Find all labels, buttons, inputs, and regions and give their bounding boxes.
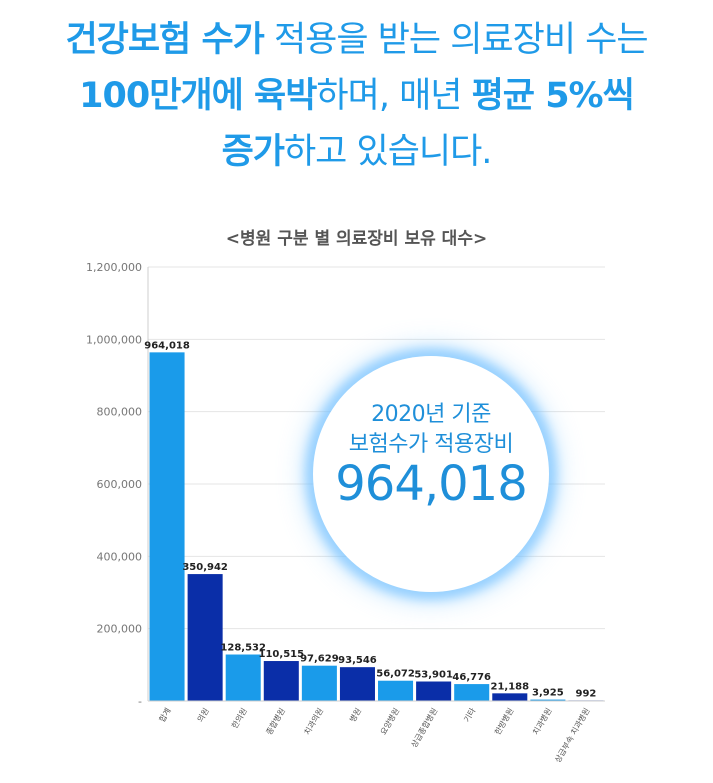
category-label: 의원 [195, 706, 211, 724]
summary-badge: 2020년 기준 보험수가 적용장비 964,018 [313, 356, 549, 592]
category-label: 한의원 [229, 706, 249, 730]
headline-emphasis: 평균 5%씩 [471, 76, 635, 116]
bar-value-label: 3,925 [532, 688, 564, 699]
badge-caption-year: 2020년 기준 [371, 402, 491, 427]
headline-line-1: 건강보험 수가 적용을 받는 의료장비 수는 [0, 12, 713, 68]
headline-emphasis: 100만개에 육박 [79, 76, 317, 116]
bar [492, 693, 528, 701]
bar-value-label: 21,188 [490, 681, 529, 692]
bar [530, 699, 566, 701]
headline-text: 하며, 매년 [316, 76, 472, 116]
bar [149, 352, 185, 701]
bar [339, 667, 375, 701]
category-label: 치과병원 [531, 707, 554, 737]
category-label: 상급종합병원 [409, 706, 440, 749]
bar [416, 681, 452, 701]
category-label: 요양병원 [379, 707, 402, 737]
headline: 건강보험 수가 적용을 받는 의료장비 수는 100만개에 육박하며, 매년 평… [0, 12, 713, 180]
category-label: 합계 [157, 706, 173, 724]
category-label: 기타 [462, 706, 477, 724]
badge-caption-label: 보험수가 적용장비 [348, 432, 514, 457]
headline-text: 적용을 받는 의료장비 수는 [263, 20, 649, 60]
headline-line-3: 증가하고 있습니다. [0, 124, 713, 180]
category-label: 병원 [348, 707, 363, 724]
y-tick-label: - [138, 695, 142, 708]
bar [378, 680, 414, 701]
bar-value-label: 97,629 [300, 654, 339, 665]
y-tick-label: 600,000 [97, 478, 143, 491]
category-label: 상급부속 치과병원 [552, 706, 591, 764]
bar [187, 574, 223, 701]
bar-value-label: 350,942 [182, 562, 228, 573]
headline-emphasis: 증가 [221, 132, 285, 172]
category-label: 한방병원 [492, 706, 515, 737]
bar-value-label: 992 [576, 688, 597, 699]
y-tick-label: 1,000,000 [86, 333, 142, 346]
bar-value-label: 110,515 [259, 649, 305, 660]
bar [263, 661, 299, 701]
bar [301, 665, 337, 701]
category-label: 치과의원 [302, 706, 325, 737]
headline-emphasis: 건강보험 수가 [65, 20, 264, 60]
category-label: 종합병원 [265, 707, 288, 737]
bar-value-label: 964,018 [144, 340, 190, 351]
headline-text: 하고 있습니다. [283, 132, 492, 172]
badge-value: 964,018 [335, 456, 528, 512]
bar-value-label: 128,532 [220, 643, 266, 654]
bar [454, 684, 490, 701]
bar [225, 654, 261, 701]
bar-value-label: 53,901 [414, 670, 453, 681]
chart-title: <병원 구분 별 의료장비 보유 대수> [225, 229, 488, 249]
y-tick-label: 1,200,000 [86, 261, 142, 274]
bar-value-label: 93,546 [338, 655, 377, 666]
headline-line-2: 100만개에 육박하며, 매년 평균 5%씩 [0, 68, 713, 124]
bar-value-label: 56,072 [376, 669, 415, 680]
y-tick-label: 400,000 [97, 550, 143, 563]
bar-value-label: 46,776 [452, 672, 491, 683]
y-tick-label: 200,000 [97, 623, 143, 636]
y-tick-label: 800,000 [97, 406, 143, 419]
